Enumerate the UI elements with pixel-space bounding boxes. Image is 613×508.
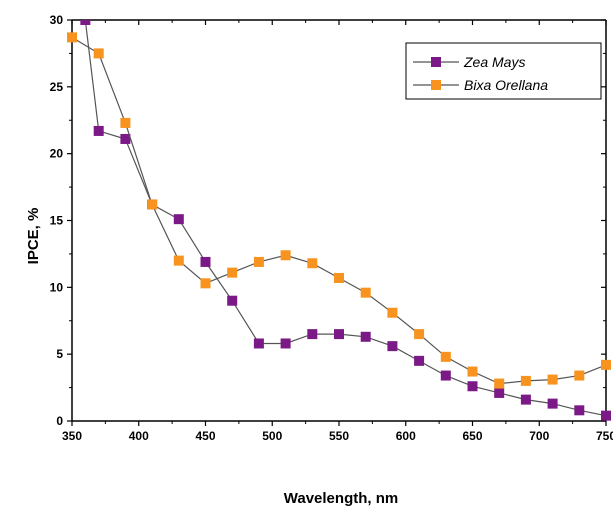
data-point-bixa-orellana xyxy=(147,199,158,210)
data-point-zea-mays xyxy=(601,410,611,421)
y-tick-label: 0 xyxy=(56,414,63,428)
data-point-zea-mays xyxy=(360,331,371,342)
data-point-bixa-orellana xyxy=(227,267,238,278)
y-axis-title: IPCE, % xyxy=(25,208,42,265)
data-point-bixa-orellana xyxy=(173,255,184,266)
ticks: 350 400 450 500 550 600 650 700 750 0 5 10 15 20 25 30 xyxy=(50,13,613,443)
data-point-bixa-orellana xyxy=(280,250,291,261)
data-point-bixa-orellana xyxy=(467,366,478,377)
data-point-bixa-orellana xyxy=(601,359,611,370)
legend-marker-bixa-orellana xyxy=(431,80,441,90)
data-point-bixa-orellana xyxy=(414,329,425,340)
data-point-zea-mays xyxy=(494,387,505,398)
series-zea-mays xyxy=(80,20,611,421)
legend-marker-zea-mays xyxy=(431,57,441,67)
data-point-bixa-orellana xyxy=(574,370,585,381)
data-point-bixa-orellana xyxy=(200,278,211,289)
y-tick-label: 25 xyxy=(50,80,64,94)
series xyxy=(67,20,611,421)
data-point-zea-mays xyxy=(280,338,291,349)
x-tick-label: 350 xyxy=(62,429,82,443)
data-point-zea-mays xyxy=(334,329,344,340)
x-tick-label: 600 xyxy=(396,429,416,443)
data-point-bixa-orellana xyxy=(93,48,104,59)
legend-label-bixa-orellana: Bixa Orellana xyxy=(464,77,548,93)
data-point-bixa-orellana xyxy=(307,258,318,269)
data-point-zea-mays xyxy=(307,329,318,340)
x-tick-label: 550 xyxy=(329,429,349,443)
legend: Zea Mays Bixa Orellana xyxy=(405,42,602,100)
data-point-bixa-orellana xyxy=(253,256,264,267)
x-tick-label: 500 xyxy=(262,429,282,443)
data-point-bixa-orellana xyxy=(440,351,451,362)
x-tick-label: 400 xyxy=(129,429,149,443)
data-point-zea-mays xyxy=(467,381,478,392)
legend-label-zea-mays: Zea Mays xyxy=(463,54,525,70)
data-point-bixa-orellana xyxy=(494,378,505,389)
x-tick-label: 450 xyxy=(195,429,215,443)
data-point-bixa-orellana xyxy=(387,307,398,318)
y-tick-label: 10 xyxy=(50,280,64,294)
x-tick-label: 650 xyxy=(462,429,482,443)
y-tick-label: 15 xyxy=(50,214,64,228)
data-point-zea-mays xyxy=(227,295,238,306)
x-tick-label: 750 xyxy=(596,429,613,443)
data-point-zea-mays xyxy=(200,256,211,267)
data-point-zea-mays xyxy=(253,338,264,349)
data-point-zea-mays xyxy=(387,341,398,352)
data-point-zea-mays xyxy=(414,355,425,366)
x-axis-title: Wavelength, nm xyxy=(284,490,398,507)
y-tick-label: 20 xyxy=(50,147,64,161)
data-point-zea-mays xyxy=(80,20,91,25)
data-point-zea-mays xyxy=(173,214,184,225)
data-point-bixa-orellana xyxy=(547,374,558,385)
data-point-bixa-orellana xyxy=(520,375,531,386)
y-tick-label: 30 xyxy=(50,13,64,27)
data-point-zea-mays xyxy=(547,398,558,409)
data-point-zea-mays xyxy=(574,405,585,416)
data-point-zea-mays xyxy=(93,125,104,136)
data-point-zea-mays xyxy=(440,370,451,381)
data-point-zea-mays xyxy=(520,394,531,405)
data-point-bixa-orellana xyxy=(334,272,344,283)
series-bixa-orellana xyxy=(67,32,611,389)
data-point-zea-mays xyxy=(120,133,131,144)
y-tick-label: 5 xyxy=(56,347,63,361)
x-tick-label: 700 xyxy=(529,429,549,443)
data-point-bixa-orellana xyxy=(120,117,131,128)
data-point-bixa-orellana xyxy=(67,32,77,43)
data-point-bixa-orellana xyxy=(360,287,371,298)
